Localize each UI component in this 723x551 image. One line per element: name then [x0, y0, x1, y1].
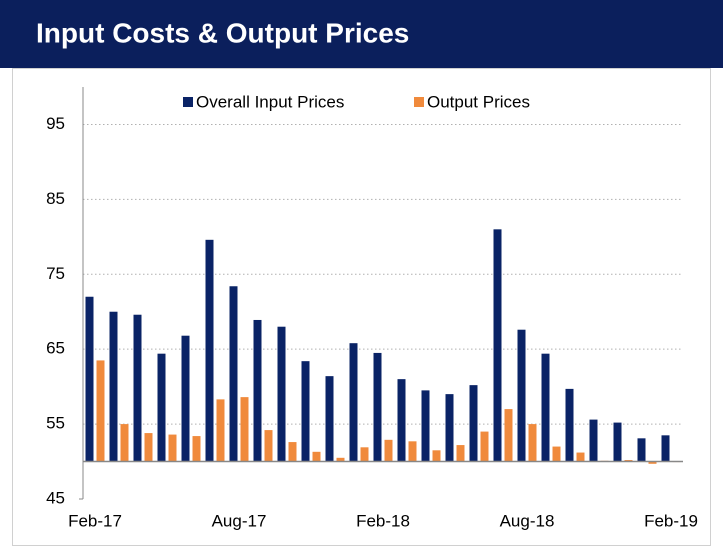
bar — [349, 343, 358, 462]
bar — [181, 335, 190, 462]
bar — [85, 296, 94, 462]
bar — [133, 314, 142, 462]
bar — [456, 445, 465, 462]
bar — [589, 419, 598, 462]
bar — [144, 433, 153, 462]
bar — [229, 286, 238, 462]
bar — [397, 379, 406, 462]
bar — [432, 450, 441, 462]
bar — [469, 385, 478, 462]
x-tick-label: Aug-18 — [500, 511, 555, 530]
chart-title: Input Costs & Output Prices — [36, 17, 409, 48]
bar — [120, 424, 129, 462]
bar — [157, 353, 166, 462]
header-bar — [0, 0, 723, 68]
y-tick-label: 85 — [46, 189, 65, 208]
bar — [312, 451, 321, 462]
bar — [648, 461, 657, 464]
legend-swatch — [414, 97, 424, 107]
bar — [253, 319, 262, 462]
y-tick-label: 55 — [46, 414, 65, 433]
bar — [613, 422, 622, 462]
bar — [528, 424, 537, 462]
x-tick-label: Aug-17 — [212, 511, 267, 530]
bar — [408, 441, 417, 462]
chart-frame — [12, 68, 711, 546]
bar — [565, 388, 574, 462]
bar — [552, 446, 561, 462]
x-tick-label: Feb-17 — [68, 511, 122, 530]
bar — [336, 457, 345, 462]
bar — [480, 431, 489, 462]
bar — [288, 442, 297, 462]
bar — [301, 361, 310, 462]
bar — [637, 438, 646, 462]
bar — [277, 326, 286, 462]
legend-label: Overall Input Prices — [196, 92, 344, 111]
x-tick-label: Feb-18 — [356, 511, 410, 530]
bar — [240, 397, 249, 462]
bar — [96, 360, 105, 462]
bar — [360, 447, 369, 462]
bar — [504, 409, 513, 462]
bar — [109, 311, 118, 462]
bar — [576, 452, 585, 462]
y-tick-label: 75 — [46, 264, 65, 283]
bar — [168, 434, 177, 462]
y-tick-label: 95 — [46, 114, 65, 133]
bar — [493, 229, 502, 462]
bar — [325, 376, 334, 462]
legend-swatch — [183, 97, 193, 107]
bar — [373, 352, 382, 462]
bar — [517, 329, 526, 462]
bar — [264, 430, 273, 462]
bar — [421, 390, 430, 462]
bar — [661, 435, 670, 462]
bar — [216, 399, 225, 462]
bar — [445, 394, 454, 462]
bar — [205, 239, 214, 462]
x-tick-label: Feb-19 — [644, 511, 698, 530]
bar — [384, 439, 393, 462]
bar — [192, 436, 201, 462]
bar — [541, 353, 550, 462]
y-tick-label: 45 — [46, 488, 65, 507]
y-tick-label: 65 — [46, 339, 65, 358]
legend-label: Output Prices — [427, 92, 530, 111]
